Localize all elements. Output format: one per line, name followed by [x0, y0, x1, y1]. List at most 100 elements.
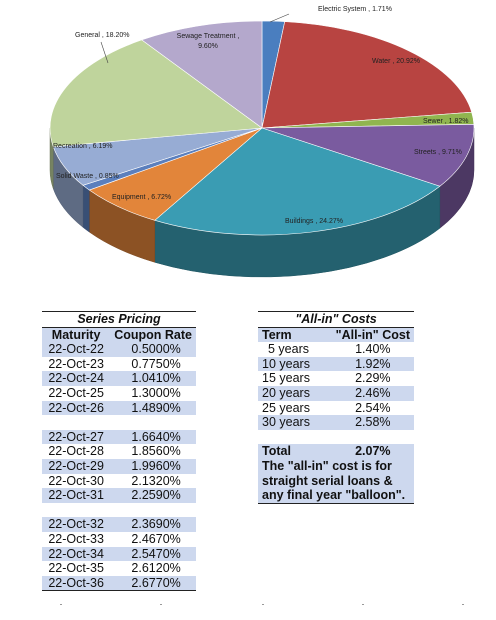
series-row: 22-Oct-23 0.7750% [42, 357, 196, 372]
coupon-rate-cell: 1.0410% [110, 371, 196, 386]
series-row: 22-Oct-36 2.6770% [42, 575, 196, 591]
cost-cell: 1.92% [331, 356, 414, 372]
maturity-cell: 22-Oct-24 [42, 371, 111, 386]
pie-label: Recreation , 6.19% [53, 143, 113, 150]
divider-tick [262, 604, 264, 605]
series-row: 22-Oct-33 2.4670% [42, 532, 196, 547]
series-row: 22-Oct-32 2.3690% [42, 517, 196, 532]
all-in-row: 20 years 2.46% [258, 385, 414, 401]
maturity-cell: 22-Oct-34 [42, 546, 111, 562]
pie-leader-line [269, 13, 290, 23]
all-in-note: The "all-in" cost is for straight serial… [258, 458, 414, 504]
cost-cell: 1.40% [355, 342, 391, 357]
maturity-header: Maturity [42, 327, 111, 343]
pie-slice-buildings [154, 127, 441, 236]
blank-row [258, 430, 414, 445]
series-row: 22-Oct-35 2.6120% [42, 561, 196, 576]
coupon-rate-cell: 2.1320% [131, 473, 181, 488]
divider-tick [60, 604, 62, 605]
all-in-costs-title: "All-in" Costs [258, 311, 414, 328]
series-spacer-row [42, 503, 196, 518]
pie-label: Sewer , 1.82% [423, 118, 469, 125]
series-row: 22-Oct-24 1.0410% [42, 371, 196, 386]
coupon-rate-cell: 2.6120% [131, 561, 181, 576]
maturity-cell: 22-Oct-29 [42, 458, 111, 474]
term-cell: 25 years [262, 400, 310, 415]
series-row: 22-Oct-22 0.5000% [42, 342, 196, 357]
pie-label: Electric System , 1.71% [318, 6, 392, 13]
pie-label: Streets , 9.71% [414, 149, 462, 156]
series-row: 22-Oct-29 1.9960% [42, 458, 196, 474]
pie-slice-streets [261, 124, 475, 187]
coupon-rate-cell: 1.3000% [131, 385, 181, 400]
all-in-row: 5 years 1.40% [258, 342, 414, 357]
coupon-rate-header: Coupon Rate [110, 327, 196, 343]
series-row: 22-Oct-26 1.4890% [42, 400, 196, 416]
series-row: 22-Oct-34 2.5470% [42, 546, 196, 562]
series-row: 22-Oct-27 1.6640% [42, 429, 196, 445]
coupon-rate-cell: 2.3690% [110, 517, 196, 532]
pie-label: Equipment , 6.72% [112, 194, 171, 201]
total-value: 2.07% [331, 444, 414, 459]
maturity-cell: 22-Oct-23 [48, 356, 104, 371]
all-in-row: 25 years 2.54% [258, 401, 414, 416]
term-cell: 10 years [258, 356, 332, 372]
pie-slice-general [49, 39, 263, 148]
pie-side-solid-waste [82, 184, 90, 233]
series-row: 22-Oct-30 2.1320% [42, 474, 196, 489]
coupon-rate-cell: 1.4890% [110, 400, 196, 416]
divider-tick [362, 604, 364, 605]
series-row: 22-Oct-28 1.8560% [42, 444, 196, 459]
term-cell: 15 years [262, 371, 310, 386]
pie-label: Sewage Treatment , [177, 33, 240, 40]
term-header: Term [258, 327, 332, 343]
all-in-cost-header: "All-in" Cost [331, 327, 414, 343]
pie-slice-sewage-treatment [141, 20, 263, 129]
term-cell: 5 years [268, 342, 309, 357]
maturity-cell: 22-Oct-28 [48, 444, 104, 459]
pie-chart-svg: Electric System , 1.71% Water , 20.92% Sew… [49, 6, 475, 278]
series-pricing-table: Series Pricing Maturity Coupon Rate 22-O… [42, 311, 196, 592]
coupon-rate-cell: 2.2590% [110, 488, 196, 503]
divider-tick [462, 604, 464, 605]
cost-cell: 2.29% [355, 371, 391, 386]
pie-label: 9.60% [198, 43, 218, 50]
pie-label: Water , 20.92% [372, 58, 420, 65]
maturity-cell: 22-Oct-35 [48, 561, 104, 576]
maturity-cell [42, 503, 110, 518]
all-in-row: 10 years 1.92% [258, 356, 414, 372]
maturity-cell: 22-Oct-22 [42, 342, 111, 357]
coupon-rate-cell: 2.4670% [131, 531, 181, 546]
term-cell: 30 years [258, 415, 332, 430]
total-label: Total [258, 444, 332, 459]
maturity-cell: 22-Oct-27 [42, 429, 111, 445]
coupon-rate-cell [110, 415, 196, 430]
maturity-cell: 22-Oct-31 [42, 488, 111, 503]
cost-cell: 2.46% [331, 385, 414, 401]
maturity-cell: 22-Oct-36 [42, 575, 111, 591]
maturity-cell: 22-Oct-30 [48, 473, 104, 488]
pie-label: Buildings , 24.27% [285, 218, 343, 225]
pie-label: General , 18.20% [75, 32, 129, 39]
coupon-rate-cell: 1.8560% [131, 444, 181, 459]
series-row: 22-Oct-31 2.2590% [42, 488, 196, 503]
coupon-rate-cell: 0.5000% [110, 342, 196, 357]
series-pricing-title: Series Pricing [42, 311, 196, 328]
maturity-cell: 22-Oct-33 [48, 531, 104, 546]
coupon-rate-cell: 2.6770% [110, 575, 196, 591]
maturity-cell: 22-Oct-26 [42, 400, 111, 416]
maturity-cell: 22-Oct-32 [42, 517, 111, 532]
divider-tick [160, 604, 162, 605]
cost-cell: 2.58% [331, 415, 414, 430]
coupon-rate-cell: 1.6640% [110, 429, 196, 445]
all-in-costs-table: "All-in" Costs Term "All-in" Cost 5 year… [258, 311, 414, 504]
pie-chart: Electric System , 1.71% Water , 20.92% Sew… [0, 0, 496, 300]
series-spacer-row [42, 415, 196, 430]
coupon-rate-cell: 1.9960% [110, 458, 196, 474]
coupon-rate-cell: 2.5470% [110, 546, 196, 562]
maturity-cell: 22-Oct-25 [48, 385, 104, 400]
pie-leader-line [100, 41, 109, 64]
pie-slice-water [261, 21, 473, 129]
term-cell: 20 years [258, 385, 332, 401]
cost-cell: 2.54% [355, 400, 391, 415]
